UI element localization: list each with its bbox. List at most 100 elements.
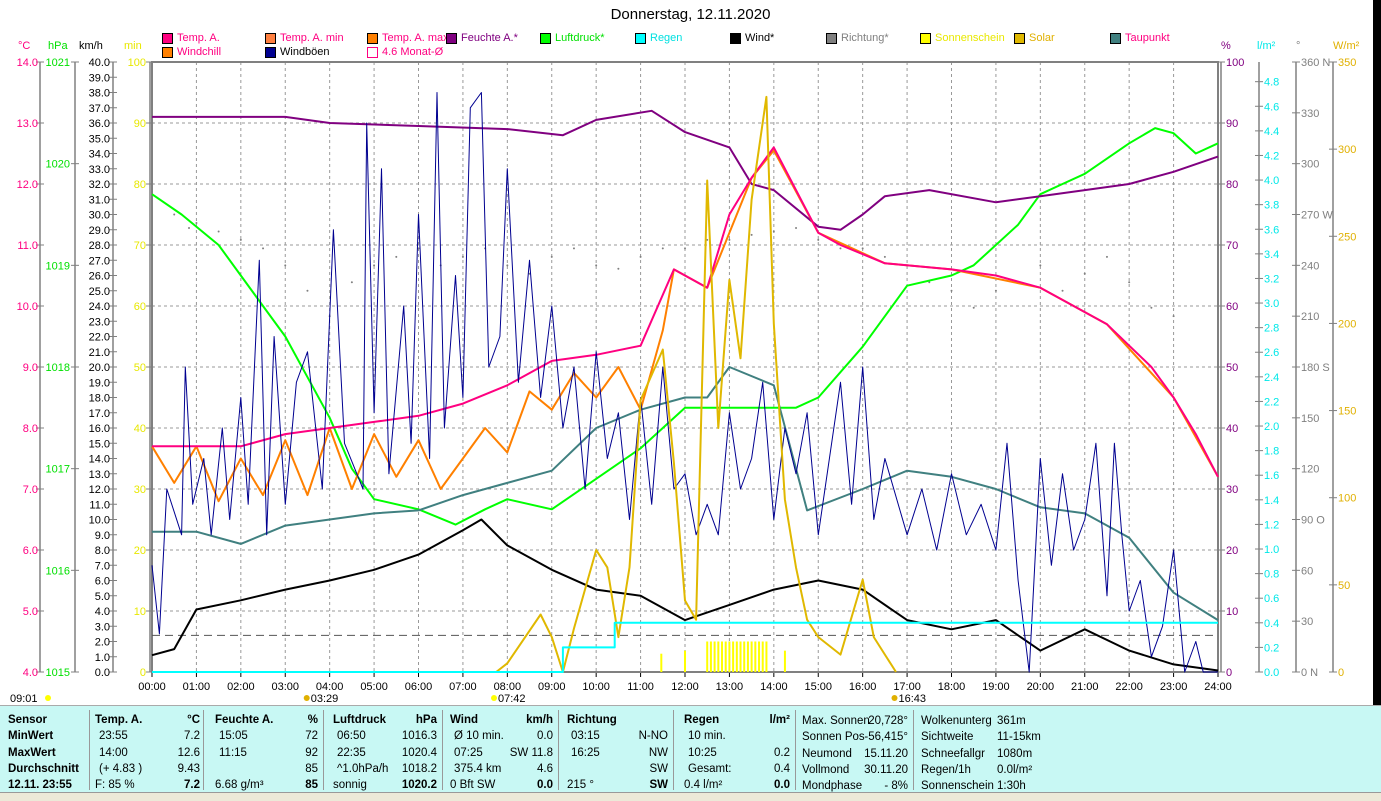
axis-label-direction: 210 [1301,311,1319,323]
marker-label: 03:29 [311,693,339,705]
direction-point [639,255,642,258]
rain-cell-left: Gesamt: [688,763,732,775]
direction-point [1105,255,1108,258]
direction-cell-value: SW [649,763,668,775]
axis-label-minutes: 40 [134,423,146,435]
sunrise-icon [491,695,498,701]
series-line-windchill [151,149,1219,503]
direction-point [617,267,620,270]
x-tick-label: 10:00 [582,681,610,693]
legend-item: Temp. A. min [265,32,344,44]
x-tick-label: 00:00 [138,681,166,693]
axis-label-wind: 26.0 [89,271,110,283]
axis-label-temp: 5.0 [23,606,38,618]
direction-point [1150,306,1153,309]
direction-point [262,247,265,250]
legend-item: Richtung* [826,32,889,44]
direction-point [750,233,753,236]
axis-label-rain: 3.0 [1264,298,1279,310]
wind-cell-left: 07:25 [454,747,483,759]
axis-label-pressure: 1015 [46,667,70,679]
legend-swatch [162,32,173,44]
x-tick-label: 24:00 [1204,681,1232,693]
x-tick-label: 08:00 [494,681,522,693]
humidity-header: Feuchte A. [215,714,274,726]
humidity-cell-value: 72 [305,730,318,742]
axis-label-rain: 4.0 [1264,175,1279,187]
axis-label-humidity: 100 [1226,57,1244,69]
legend-item: Temp. A. max [367,32,449,44]
misc-info-value: 361m [997,715,1026,727]
sun-info-label: Sonnen Pos [802,731,865,743]
axis-label-wind: 38.0 [89,88,110,100]
sun-info-value: -56,415° [864,731,908,743]
direction-cell-left: 16:25 [571,747,600,759]
axis-label-rain: 1.0 [1264,544,1279,556]
direction-cell-value: SW [649,779,668,791]
direction-point [1172,315,1175,318]
unit-rain: l/m² [1257,40,1276,52]
x-tick-label: 01:00 [183,681,211,693]
column-divider [442,710,443,790]
direction-point [817,238,820,241]
axis-label-minutes: 20 [134,545,146,557]
axis-label-rain: 2.0 [1264,421,1279,433]
sunset-icon [891,695,898,701]
axis-label-wind: 37.0 [89,103,110,115]
rain-cell-value: 0.4 [774,763,790,775]
direction-cell-value: NW [648,747,668,759]
axis-label-rain: 4.2 [1264,150,1279,162]
x-tick-label: 11:00 [627,681,654,693]
direction-point [373,264,376,267]
humidity-cell-value: 85 [305,763,318,775]
legend-swatch [920,32,931,44]
axis-label-wind: 28.0 [89,240,110,252]
legend-label: Regen [650,32,683,44]
axis-label-direction: 120 [1301,464,1319,476]
pressure-unit: hPa [415,714,437,726]
x-tick-label: 12:00 [671,681,699,693]
axis-label-direction: 60 [1301,565,1313,577]
sensor-row-label: MaxWert [8,747,56,759]
sun-info-value: 20,728° [868,715,908,727]
series-line-windb-en [151,92,1218,673]
axis-label-temp: 6.0 [23,545,38,557]
axis-label-wind: 21.0 [89,347,110,359]
axis-label-wind: 25.0 [89,286,110,298]
legend-swatch [635,32,646,44]
axis-label-temp: 4.0 [23,667,38,679]
axis-label-wind: 39.0 [89,72,110,84]
axis-label-direction: 150 [1301,413,1319,425]
axis-label-rain: 2.4 [1264,372,1279,384]
x-tick-label: 02:00 [227,681,255,693]
x-tick-label: 22:00 [1115,681,1143,693]
x-tick-label: 04:00 [316,681,344,693]
axis-label-wind: 27.0 [89,255,110,267]
humidity-unit: % [307,714,318,726]
column-divider [913,710,914,790]
axis-label-minutes: 90 [134,118,146,130]
axis-label-rain: 3.4 [1264,249,1279,261]
axis-label-humidity: 60 [1226,301,1238,313]
direction-point [217,230,220,233]
axis-label-wind: 36.0 [89,118,110,130]
column-divider [203,710,204,790]
legend-item: Taupunkt [1110,32,1170,44]
axis-label-direction: 0 N [1301,667,1318,679]
legend-label: Feuchte A.* [461,32,518,44]
humidity-cell-value: 85 [305,779,318,791]
temp-cell-left: 23:55 [99,730,128,742]
wind-cell-value: 0.0 [537,730,553,742]
direction-point [395,255,398,258]
legend-swatch [265,46,276,58]
rain-cell-left: 10:25 [688,747,717,759]
weather-chart: 00:00 01:00 02:00 03:00 04:00 05:00 06:00 07:00… [10,57,1356,705]
axis-label-wind: 13.0 [89,469,110,481]
column-divider [673,710,674,790]
x-tick-label: 18:00 [938,681,966,693]
legend-label: Temp. A. min [280,32,344,44]
legend-item: Regen [635,32,682,44]
axis-label-wind: 20.0 [89,362,110,374]
axis-label-humidity: 80 [1226,179,1238,191]
axis-label-rain: 1.6 [1264,470,1279,482]
